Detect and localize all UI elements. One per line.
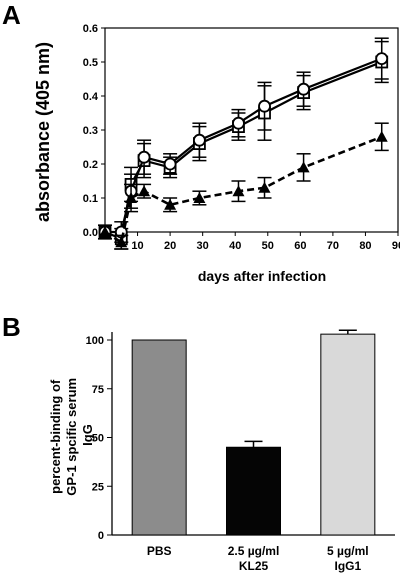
panel-a-chart: 0.0 0.1 0.2 0.3 0.4 0.5 0.6 10 20 30 40 50 60 70 80 90 (83, 23, 400, 252)
panel-b-bar (226, 446, 281, 536)
panel-a-x-tick-label: 70 (327, 240, 339, 252)
panel-b-category-label: PBS (147, 544, 172, 558)
panel-a-triangle-point (193, 192, 206, 203)
panel-a-y-axis-label: absorbance (405 nm) (33, 42, 53, 222)
panel-a-triangle-point (164, 198, 177, 210)
panel-a-y-tick-label: 0.3 (83, 125, 98, 137)
panel-a-triangle-point (99, 226, 111, 237)
panel-b-y-label-line-1: percent-binding of (48, 379, 63, 494)
panel-a-x-tick-label: 90 (392, 240, 400, 252)
panel-a-triangle-point (138, 185, 151, 197)
panel-a-x-tick-label: 40 (229, 240, 241, 252)
panel-a-letter: A (2, 0, 21, 30)
panel-a-circle-point (297, 82, 310, 96)
panel-b-y-tick-label: 25 (92, 481, 104, 493)
panel-a-x-tick-label: 10 (131, 240, 143, 252)
panel-a-triangle-point (258, 181, 271, 193)
panel-a-series-2-line (104, 135, 383, 245)
panel-b-y-label-line-2: GP-1 spcific serum (64, 378, 79, 496)
panel-a-triangle-point (115, 236, 128, 248)
panel-b-category-label: 5 µg/ml (327, 544, 369, 558)
panel-a-circle-point (232, 116, 245, 130)
panel-b-y-tick-label: 75 (92, 384, 104, 396)
panel-b-category-label: IgG1 (334, 559, 361, 573)
panel-b-letter: B (2, 312, 21, 342)
panel-a-circle-point (258, 99, 271, 113)
panel-a-x-tick-label: 30 (197, 240, 209, 252)
panel-a-y-tick-label: 0.5 (83, 57, 98, 69)
panel-a-circle-point (163, 157, 177, 171)
panel-a-triangle-point (297, 161, 310, 173)
panel-a-x-axis-label: days after infection (198, 268, 326, 284)
panel-b-y-tick-label: 50 (92, 433, 104, 445)
panel-b-category-label: 2.5 µg/ml (228, 544, 280, 558)
panel-a-circle-point (375, 52, 389, 65)
panel-a-x-tick-label: 80 (359, 240, 371, 252)
panel-a-triangle-point (375, 130, 388, 142)
panel-a-series-0-line (104, 60, 383, 241)
panel-a-triangle-point (232, 185, 245, 197)
panel-a-y-tick-label: 0.1 (83, 193, 98, 205)
panel-b-bar (131, 339, 187, 536)
panel-a-series-1-line (105, 57, 383, 234)
panel-a-plot-frame (104, 27, 399, 233)
panel-a-x-tick-label: 20 (164, 240, 176, 252)
panel-b-bar (320, 333, 376, 536)
panel-b-category-label: KL25 (239, 559, 269, 573)
panel-b-y-tick-label: 100 (86, 335, 104, 347)
panel-a-x-tick-label: 50 (262, 240, 274, 252)
panel-a-circle-point (193, 133, 206, 147)
panel-b-y-tick-label: 0 (98, 530, 104, 542)
panel-a-triangle-point (125, 192, 138, 203)
panel-a-x-tick-label: 60 (294, 240, 306, 252)
panel-a-y-tick-label: 0.0 (83, 227, 98, 239)
panel-b-y-axis-label: percent-binding of GP-1 spcific serum Ig… (48, 374, 95, 495)
panel-a-circle-point (137, 150, 151, 164)
panel-a-y-tick-label: 0.4 (83, 91, 99, 103)
panel-a-y-tick-label: 0.6 (83, 23, 98, 35)
panel-a-y-tick-label: 0.2 (83, 159, 98, 171)
panel-b-y-label-line-3: IgG (80, 424, 95, 446)
